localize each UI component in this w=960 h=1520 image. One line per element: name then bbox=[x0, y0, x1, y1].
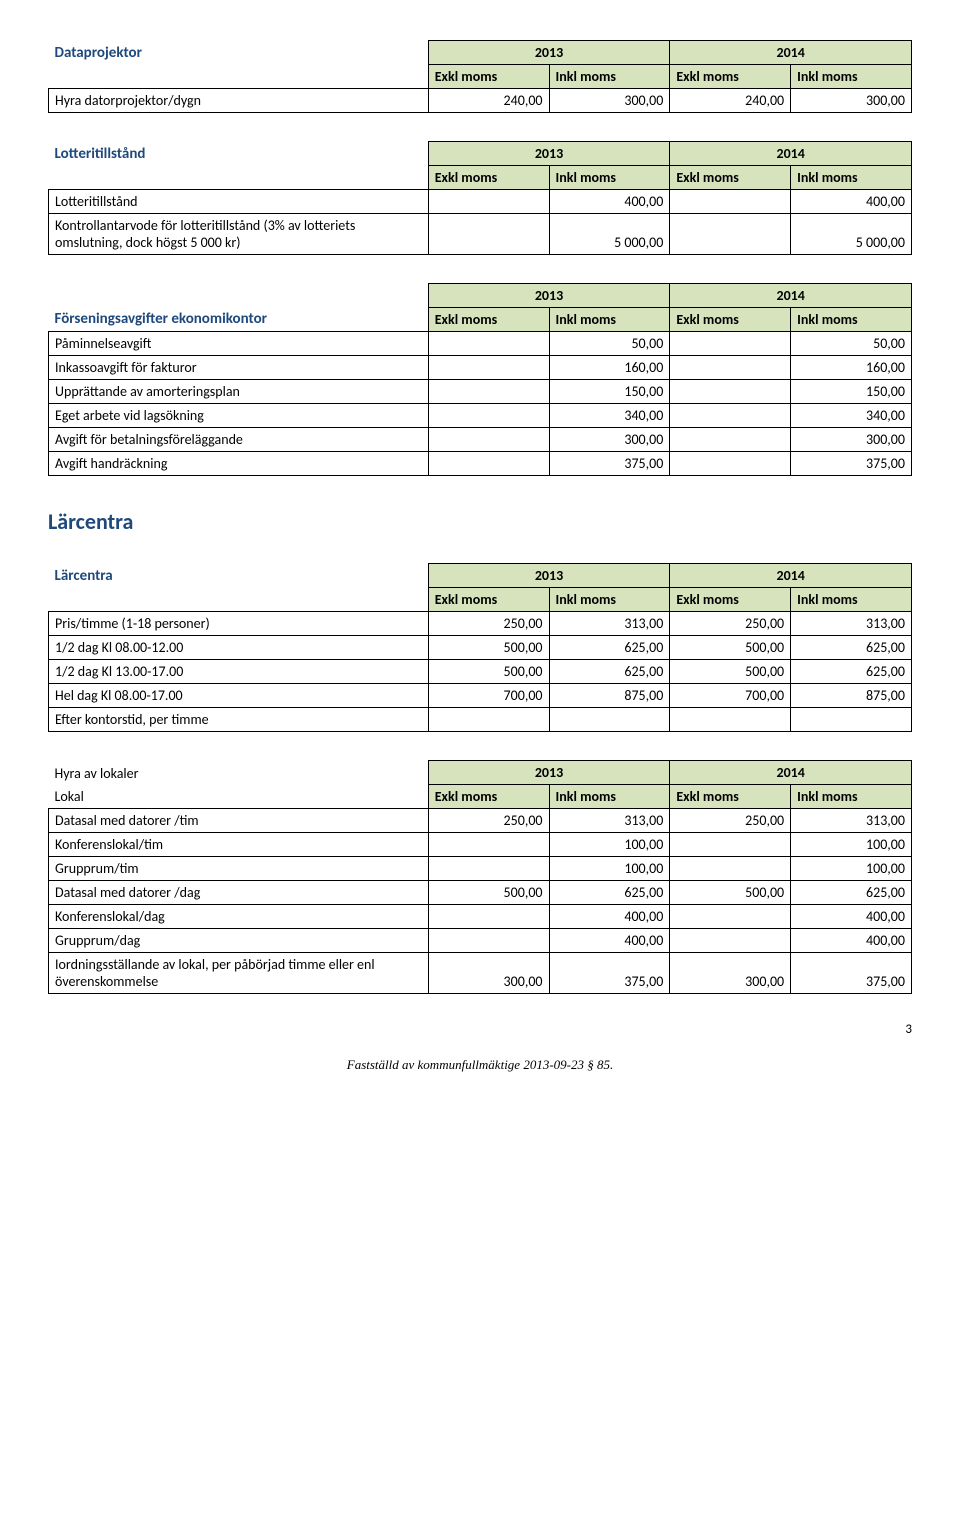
table-row: Efter kontorstid, per timme bbox=[49, 708, 912, 732]
table-row: Datasal med datorer /dag500,00625,00500,… bbox=[49, 881, 912, 905]
table-dataprojektor: Dataprojektor 2013 2014 Exkl moms Inkl m… bbox=[48, 40, 912, 113]
table-row: Upprättande av amorteringsplan150,00150,… bbox=[49, 380, 912, 404]
table3-title: Förseningsavgifter ekonomikontor bbox=[49, 284, 429, 332]
year-2014: 2014 bbox=[670, 41, 912, 65]
larcentra-heading: Lärcentra bbox=[48, 508, 912, 535]
table-row: 1/2 dag Kl 13.00-17.00500,00625,00500,00… bbox=[49, 660, 912, 684]
table-row: Grupprum/tim100,00100,00 bbox=[49, 857, 912, 881]
table5-sublabel: Lokal bbox=[49, 785, 429, 809]
table-row: Datasal med datorer /tim250,00313,00250,… bbox=[49, 809, 912, 833]
table-lotteritillstand: Lotteritillstånd 2013 2014 Exkl moms Ink… bbox=[48, 141, 912, 255]
table2-title: Lotteritillstånd bbox=[49, 142, 429, 166]
table-row: Kontrollantarvode för lotteritillstånd (… bbox=[49, 214, 912, 255]
table-row: Avgift för betalningsföreläggande300,003… bbox=[49, 428, 912, 452]
footer-text: Fastställd av kommunfullmäktige 2013-09-… bbox=[48, 1057, 912, 1073]
table-forseningsavgifter: Förseningsavgifter ekonomikontor 2013 20… bbox=[48, 283, 912, 476]
table-row: 1/2 dag Kl 08.00-12.00500,00625,00500,00… bbox=[49, 636, 912, 660]
table-row: Eget arbete vid lagsökning340,00340,00 bbox=[49, 404, 912, 428]
table-row: Konferenslokal/dag400,00400,00 bbox=[49, 905, 912, 929]
table-row: Påminnelseavgift50,0050,00 bbox=[49, 332, 912, 356]
col-inkl-moms: Inkl moms bbox=[549, 65, 670, 89]
table-row: Hel dag Kl 08.00-17.00700,00875,00700,00… bbox=[49, 684, 912, 708]
table-row: Inkassoavgift för fakturor160,00160,00 bbox=[49, 356, 912, 380]
col-exkl-moms: Exkl moms bbox=[428, 65, 549, 89]
table-row: Hyra datorprojektor/dygn 240,00 300,00 2… bbox=[49, 89, 912, 113]
table1-title: Dataprojektor bbox=[49, 41, 429, 65]
table-row: Grupprum/dag400,00400,00 bbox=[49, 929, 912, 953]
table-hyra-av-lokaler: Hyra av lokaler 2013 2014 Lokal Exkl mom… bbox=[48, 760, 912, 994]
table-row: Iordningsställande av lokal, per påbörja… bbox=[49, 953, 912, 994]
table4-title: Lärcentra bbox=[49, 564, 429, 588]
table-row: Avgift handräckning375,00375,00 bbox=[49, 452, 912, 476]
table5-title: Hyra av lokaler bbox=[49, 761, 429, 785]
col-inkl-moms-2: Inkl moms bbox=[791, 65, 912, 89]
table-row: Lotteritillstånd 400,00 400,00 bbox=[49, 190, 912, 214]
year-2013: 2013 bbox=[428, 41, 670, 65]
col-exkl-moms-2: Exkl moms bbox=[670, 65, 791, 89]
page-number: 3 bbox=[48, 1022, 912, 1037]
table-row: Pris/timme (1-18 personer)250,00313,0025… bbox=[49, 612, 912, 636]
table-larcentra: Lärcentra 2013 2014 Exkl moms Inkl moms … bbox=[48, 563, 912, 732]
table-row: Konferenslokal/tim100,00100,00 bbox=[49, 833, 912, 857]
